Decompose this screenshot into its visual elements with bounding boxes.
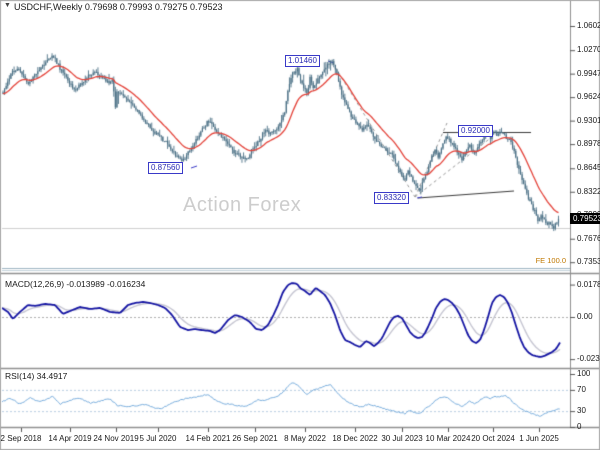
date-axis-label: 8 May 2022 xyxy=(284,434,326,443)
date-axis-label: 18 Dec 2022 xyxy=(332,434,378,443)
chart-dropdown-icon[interactable]: ▼ xyxy=(4,2,11,9)
macd-axis-label: 0.017833 xyxy=(577,279,600,289)
date-axis-label: 1 Jun 2025 xyxy=(519,434,559,443)
macd-indicator-label: MACD(12,26,9) -0.013989 -0.016234 xyxy=(5,279,146,289)
price-flag-annotation[interactable]: 0.92000 xyxy=(458,125,493,137)
rsi-axis-label: 100 xyxy=(577,369,591,378)
date-axis-label: 10 Mar 2024 xyxy=(425,434,471,443)
rsi-indicator-label: RSI(14) 34.4917 xyxy=(5,371,68,381)
price-flag-annotation[interactable]: 0.83320 xyxy=(374,192,409,204)
date-axis-label: 24 Nov 2019 xyxy=(93,434,139,443)
date-axis-label: 20 Oct 2024 xyxy=(471,434,515,443)
chart-title-ohlc: USDCHF,Weekly 0.79698 0.79993 0.79275 0.… xyxy=(14,2,223,12)
date-axis-label: 14 Feb 2021 xyxy=(185,434,231,443)
date-axis-label: 5 Jul 2020 xyxy=(139,434,177,443)
fib-expansion-label: FE 100.0 xyxy=(535,256,566,265)
rsi-axis-label: 70 xyxy=(577,384,586,394)
macd-axis-label: 0.00 xyxy=(577,312,593,321)
rsi-axis-label: 0 xyxy=(577,422,582,431)
rsi-axis-label: 30 xyxy=(577,406,586,416)
price-axis-label: 0.73535 xyxy=(577,257,600,267)
current-price-marker: 0.79523 xyxy=(570,213,600,224)
date-axis-label: 2 Sep 2018 xyxy=(0,434,42,443)
watermark-text: Action Forex xyxy=(183,194,302,216)
price-axis-label: 1.06025 xyxy=(577,21,600,30)
macd-axis-label: -0.023159 xyxy=(577,354,600,364)
price-axis-label: 0.83225 xyxy=(577,186,600,196)
price-axis-label: 0.86455 xyxy=(577,163,600,173)
date-axis-label: 30 Jul 2023 xyxy=(381,434,423,443)
price-flag-annotation[interactable]: 0.87560 xyxy=(148,162,183,174)
price-axis-label: 0.76765 xyxy=(577,233,600,243)
date-axis-label: 14 Apr 2019 xyxy=(48,434,92,443)
price-flag-annotation[interactable]: 1.01460 xyxy=(285,55,320,67)
date-axis-label: 26 Sep 2021 xyxy=(232,434,278,443)
